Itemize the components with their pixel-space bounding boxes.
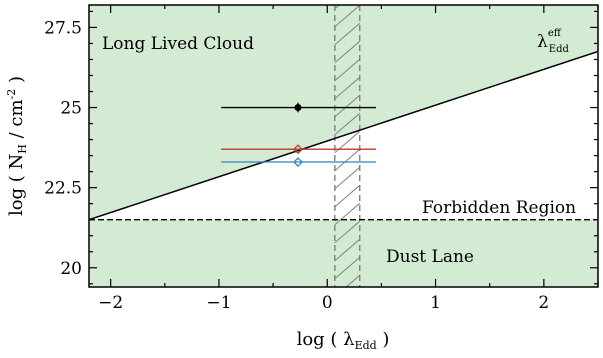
band-hatch-line (334, 202, 360, 226)
region-label-long-lived-cloud: Long Lived Cloud (102, 34, 254, 54)
band-hatch-line (334, 184, 360, 208)
data-point-3 (221, 157, 376, 167)
marker-diamond (293, 157, 303, 167)
x-axis-title-close: ) (377, 329, 390, 350)
data-point-1 (221, 102, 376, 113)
long-lived-cloud-shade (89, 5, 598, 220)
data-points (221, 102, 376, 167)
band-hatch-line (334, 256, 360, 280)
y-axis-title-sub: H (16, 144, 29, 154)
y-tick-label: 27.5 (44, 18, 82, 38)
band-hatch-line (334, 220, 360, 244)
y-axis-title: log ( NH / cm-2 ) (5, 76, 29, 216)
band-hatch-line (345, 274, 360, 287)
data-point-2 (221, 144, 376, 155)
y-axis-title-close: ) (6, 76, 27, 89)
y-tick-label: 25 (60, 99, 82, 119)
marker-diamond (293, 144, 303, 155)
y-tick-label: 20 (60, 259, 82, 279)
region-label-dust-lane: Dust Lane (386, 247, 474, 267)
band-hatching (330, 5, 365, 319)
long-lived-cloud-region (89, 5, 598, 287)
band-hatch-line (334, 22, 360, 46)
band-hatch-line (334, 5, 360, 28)
band-hatch-line (334, 112, 360, 136)
x-tick-label: −2 (98, 293, 123, 313)
band-hatch-line (334, 58, 360, 82)
band-hatch-line (334, 166, 360, 190)
x-tick-label: 0 (322, 293, 333, 313)
band-hatch-line (334, 5, 340, 10)
band-hatch-line (334, 238, 360, 262)
band-hatch-line (334, 40, 360, 64)
y-axis-title-sup: -2 (5, 89, 18, 100)
band-hatch-line (330, 289, 365, 319)
boundary-lines (89, 50, 598, 221)
axis-tick-labels: −2 −1 0 1 2 20 22.5 25 27.5 (44, 18, 549, 313)
x-axis-title-sub: Edd (355, 339, 377, 352)
band-hatch-line (334, 148, 360, 172)
y-axis-title-mid: / cm (6, 99, 27, 144)
x-axis-title: log ( λEdd ) (297, 329, 390, 352)
band-hatch-line (334, 130, 360, 154)
band-hatch-line (334, 76, 360, 100)
x-axis-title-main: log ( λ (297, 329, 355, 350)
eddington-line-label: λEdd eff (537, 28, 569, 55)
eddington-line-label-sup: eff (548, 28, 562, 39)
x-tick-label: 1 (430, 293, 441, 313)
plot-frame (88, 4, 599, 288)
band-hatch-line (334, 94, 360, 118)
x-tick-label: 2 (538, 293, 549, 313)
vertical-uncertainty-band (330, 5, 365, 319)
axis-ticks (89, 5, 599, 287)
y-axis-title-main: log ( N (6, 154, 27, 216)
y-tick-label: 22.5 (44, 179, 82, 199)
eddington-line-label-sub: Edd (549, 44, 570, 55)
x-tick-label: −1 (206, 293, 231, 313)
eddington-line-label-main: λ (537, 32, 548, 52)
region-label-forbidden: Forbidden Region (422, 198, 576, 218)
marker-circle (294, 104, 302, 112)
effective-eddington-line (89, 50, 598, 221)
